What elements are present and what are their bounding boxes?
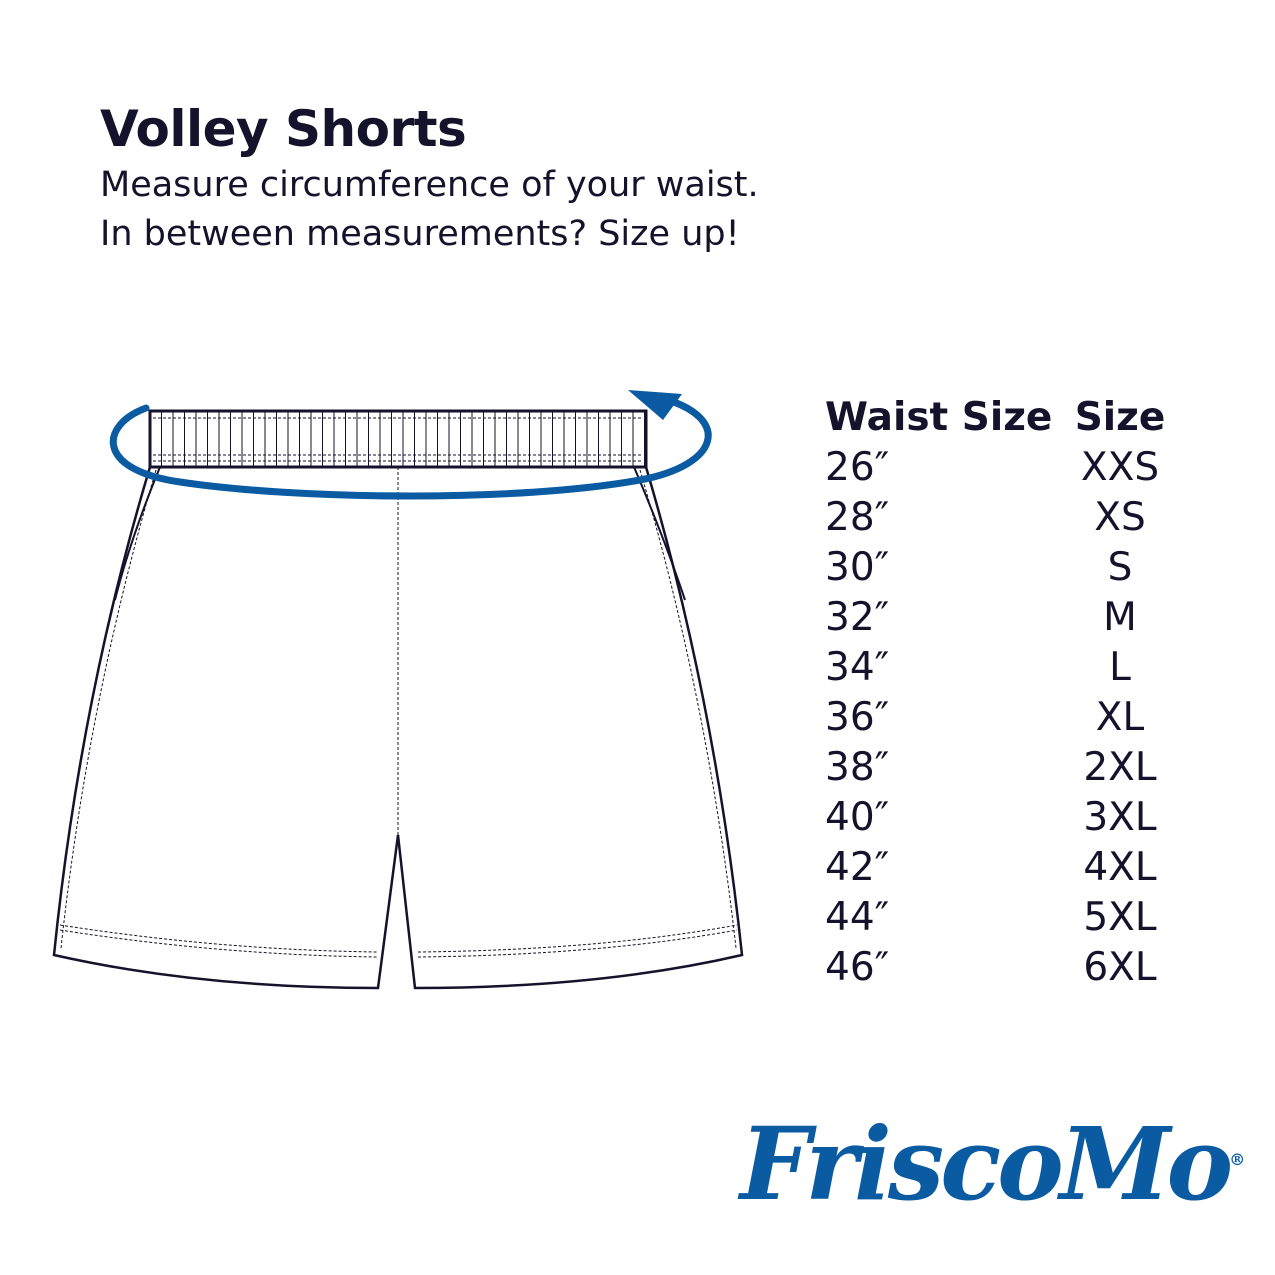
table-row: 46″ 6XL <box>825 942 1185 992</box>
table-row: 36″ XL <box>825 692 1185 742</box>
waist-size-cell: 34″ <box>825 644 890 690</box>
table-row: 44″ 5XL <box>825 892 1185 942</box>
waist-size-cell: 46″ <box>825 944 890 990</box>
size-cell: 3XL <box>1083 794 1157 840</box>
size-cell: 6XL <box>1083 944 1157 990</box>
table-row: 42″ 4XL <box>825 842 1185 892</box>
instructions-line-2: In between measurements? Size up! <box>100 214 740 254</box>
table-row: 26″ XXS <box>825 442 1185 492</box>
waist-size-cell: 28″ <box>825 494 890 540</box>
circular-arrow-icon <box>109 390 712 500</box>
table-header: Waist Size Size <box>825 392 1185 442</box>
table-row: 34″ L <box>825 642 1185 692</box>
waist-size-cell: 32″ <box>825 594 890 640</box>
frisco-mo-logo: FriscoMo® <box>740 1105 1245 1223</box>
waist-size-cell: 38″ <box>825 744 890 790</box>
page-title: Volley Shorts <box>100 100 467 158</box>
table-row: 32″ M <box>825 592 1185 642</box>
waist-size-cell: 26″ <box>825 444 890 490</box>
waist-size-cell: 40″ <box>825 794 890 840</box>
table-row: 30″ S <box>825 542 1185 592</box>
waistband <box>148 409 648 469</box>
size-table: Waist Size Size 26″ XXS 28″ XS 30″ S 32″ M 34″ L 3… <box>825 392 1185 992</box>
size-cell: L <box>1109 644 1131 690</box>
size-cell: 2XL <box>1083 744 1157 790</box>
size-cell: M <box>1103 594 1137 640</box>
instructions-line-1: Measure circumference of your waist. <box>100 165 759 205</box>
waistband-ribs <box>161 412 645 466</box>
stitching <box>59 417 738 958</box>
size-cell: 5XL <box>1083 894 1157 940</box>
waist-size-cell: 42″ <box>825 844 890 890</box>
size-cell: XXS <box>1080 444 1160 490</box>
registered-mark: ® <box>1229 1150 1246 1169</box>
size-cell: 4XL <box>1083 844 1157 890</box>
size-cell: XL <box>1095 694 1145 740</box>
column-header-size: Size <box>1074 394 1166 440</box>
column-header-waist: Waist Size <box>825 394 1053 440</box>
table-row: 28″ XS <box>825 492 1185 542</box>
waist-size-cell: 44″ <box>825 894 890 940</box>
table-row: 38″ 2XL <box>825 742 1185 792</box>
logo-text: FriscoMo <box>740 1105 1233 1223</box>
waist-size-cell: 30″ <box>825 544 890 590</box>
table-row: 40″ 3XL <box>825 792 1185 842</box>
size-cell: XS <box>1094 494 1146 540</box>
waist-size-cell: 36″ <box>825 694 890 740</box>
size-cell: S <box>1107 544 1133 590</box>
